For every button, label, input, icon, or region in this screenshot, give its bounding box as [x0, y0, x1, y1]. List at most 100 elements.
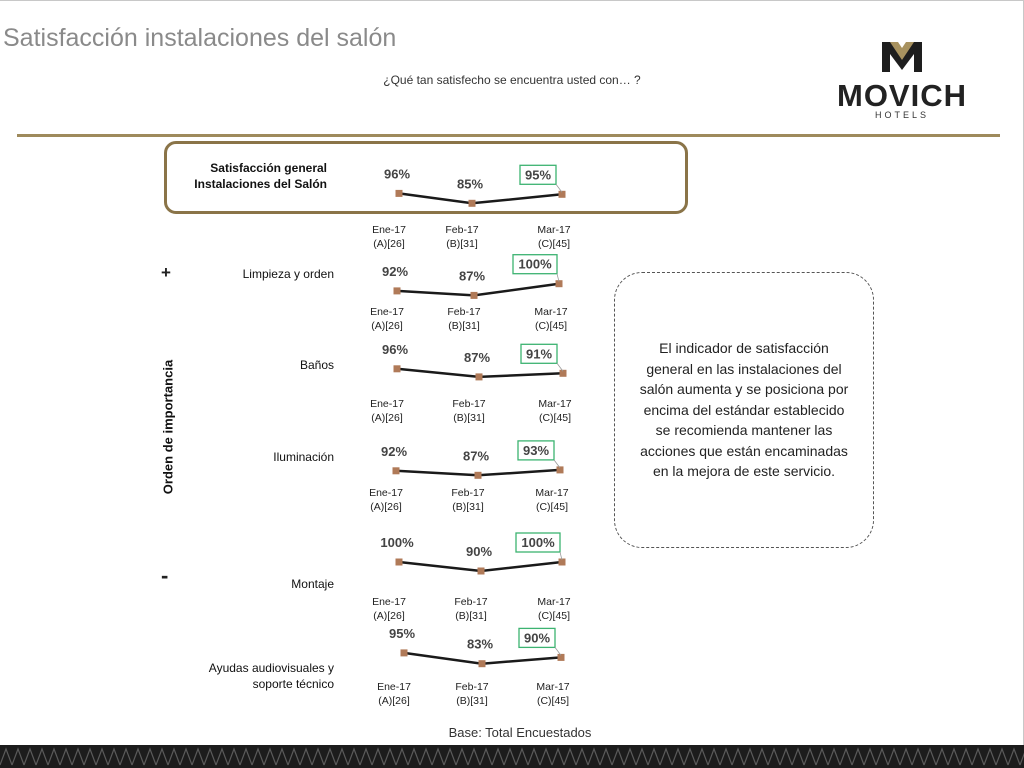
- data-point: [400, 649, 408, 657]
- category-label: Mar-17: [536, 681, 569, 693]
- category-label: (A)[26]: [373, 238, 405, 250]
- data-label: 87%: [463, 448, 489, 463]
- label-leader: [553, 459, 561, 469]
- footer-chevron: [683, 747, 697, 766]
- row-label: Ayudas audiovisuales y soporte técnico: [134, 660, 334, 692]
- category-label: Mar-17: [538, 398, 571, 410]
- category-label: Mar-17: [535, 487, 568, 499]
- footer-chevron: [887, 747, 901, 766]
- data-point: [475, 373, 483, 381]
- row-label-line: soporte técnico: [252, 677, 334, 691]
- data-label: 95%: [389, 626, 415, 641]
- row-label-line: Baños: [299, 358, 334, 372]
- footer-chevron: [515, 747, 529, 766]
- footer-chevron: [491, 747, 505, 766]
- data-label: 87%: [464, 350, 490, 365]
- footer-chevron: [671, 747, 685, 766]
- footer-chevron: [155, 747, 169, 766]
- label-leader: [559, 551, 563, 561]
- comment-text: El indicador de satisfacción general en …: [639, 340, 849, 480]
- data-point: [474, 471, 482, 479]
- data-label: 95%: [525, 167, 551, 182]
- row-label-line: Ayudas audiovisuales y: [208, 661, 334, 675]
- footer-chevron: [167, 747, 181, 766]
- footer-chevron: [347, 747, 361, 766]
- label-leader: [555, 184, 563, 193]
- footer-chevron: [287, 747, 301, 766]
- data-label: 100%: [521, 535, 555, 550]
- footer-chevron: [935, 747, 949, 766]
- footer-chevron: [1007, 747, 1021, 766]
- footer-chevron: [119, 747, 133, 766]
- footer-chevron: [335, 747, 349, 766]
- data-label: 92%: [381, 444, 407, 459]
- footer-chevron: [947, 747, 961, 766]
- footer-chevron: [695, 747, 709, 766]
- category-label: Feb-17: [445, 224, 478, 236]
- data-point: [555, 280, 563, 288]
- footer-chevron: [611, 747, 625, 766]
- footer-chevron: [527, 747, 541, 766]
- footer-chevron: [179, 747, 193, 766]
- data-label: 85%: [457, 176, 483, 191]
- row-label: Baños: [134, 357, 334, 373]
- footer-chevron: [1019, 752, 1024, 766]
- highlight-label-box: [515, 532, 561, 553]
- footer-chevron: [731, 747, 745, 766]
- category-label: Mar-17: [534, 306, 567, 318]
- footer-chevron: [551, 747, 565, 766]
- footer-chevron: [707, 747, 721, 766]
- highlight-label-box: [520, 343, 558, 364]
- category-label: (B)[31]: [453, 412, 485, 424]
- footer-chevron: [719, 747, 733, 766]
- data-point: [470, 291, 478, 299]
- footer-chevron: [0, 747, 13, 766]
- row-label-line: Iluminación: [273, 450, 334, 464]
- footer-chevron: [191, 747, 205, 766]
- footer-chevron: [143, 747, 157, 766]
- footer-chevron: [227, 747, 241, 766]
- category-label: (A)[26]: [371, 320, 403, 332]
- footer-chevron: [263, 747, 277, 766]
- category-label: Ene-17: [370, 306, 404, 318]
- category-label: (C)[45]: [535, 320, 567, 332]
- highlight-label-box: [512, 254, 558, 275]
- category-label: Feb-17: [455, 681, 488, 693]
- footer-chevron: [995, 747, 1009, 766]
- footer-chevron: [275, 747, 289, 766]
- plus-sign: +: [161, 263, 171, 282]
- footer-chevron: [827, 747, 841, 766]
- top-border: [0, 0, 1024, 1]
- category-label: Ene-17: [372, 596, 406, 608]
- footer-chevron: [419, 747, 433, 766]
- label-leader: [556, 273, 560, 282]
- footer-chevron: [575, 747, 589, 766]
- footer-chevron: [131, 747, 145, 766]
- data-point: [395, 189, 403, 197]
- category-label: Mar-17: [537, 596, 570, 608]
- data-label: 90%: [466, 544, 492, 559]
- footer-chevron: [803, 747, 817, 766]
- footer-chevron: [755, 747, 769, 766]
- category-label: (A)[26]: [378, 695, 410, 707]
- footer-chevron: [71, 747, 85, 766]
- footer-chevron: [863, 747, 877, 766]
- footer-chevron: [11, 747, 25, 766]
- footer-chevron: [467, 747, 481, 766]
- footer-chevron: [395, 747, 409, 766]
- footer-chevron: [743, 747, 757, 766]
- category-label: (A)[26]: [373, 610, 405, 622]
- footer-chevron: [383, 747, 397, 766]
- row-label: Satisfacción general Instalaciones del Sa…: [127, 160, 327, 192]
- footer-chevron: [503, 747, 517, 766]
- footer-chevron: [299, 747, 313, 766]
- footer-chevron: [959, 747, 973, 766]
- logo-subtext: HOTELS: [874, 110, 929, 120]
- data-point: [559, 369, 567, 377]
- footer-chevron: [539, 747, 553, 766]
- label-leader: [554, 647, 562, 656]
- data-point: [393, 365, 401, 373]
- footer-chevron: [623, 747, 637, 766]
- logo-text: MOVICH: [837, 78, 967, 113]
